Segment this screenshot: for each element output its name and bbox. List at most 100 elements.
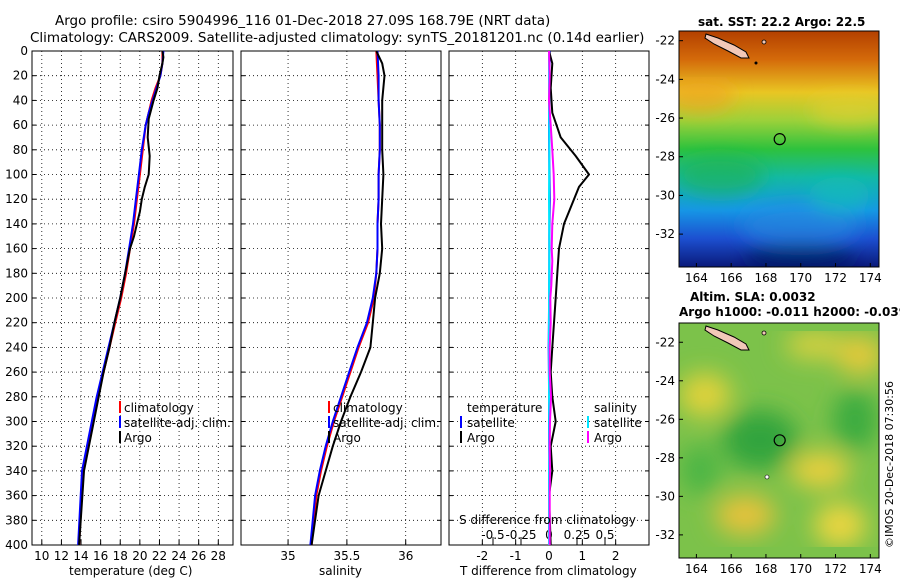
series-line-satellite-adj-clim- [309, 50, 381, 546]
island-dot [761, 330, 767, 336]
legend-label-t-satellite: satellite [467, 416, 515, 430]
sst-map-frame [678, 30, 880, 268]
map-y-tick-label: -22 [655, 34, 675, 48]
s-tick-label: -0.25 [505, 528, 536, 542]
imos-timestamp: ©IMOS 20-Dec-2018 07:30:56 [883, 381, 896, 548]
new-caledonia-land [704, 33, 750, 59]
x-tick-label: 12 [54, 549, 69, 563]
map-x-tick-label: 168 [755, 271, 778, 285]
x-tick-label: 14 [73, 549, 88, 563]
x-tick-label: 22 [152, 549, 167, 563]
map-y-tick-label: -26 [655, 111, 675, 125]
map-y-tick-label: -30 [655, 489, 675, 503]
depth-tick-label: 160 [5, 242, 28, 256]
depth-tick-label: 360 [5, 489, 28, 503]
map-x-tick-label: 174 [859, 271, 882, 285]
map-x-tick-label: 172 [824, 562, 847, 576]
x-tick-label: -1 [510, 549, 522, 563]
map-y-tick-label: -32 [655, 528, 675, 542]
s-difference-axis-label: S difference from climatology [459, 513, 636, 527]
depth-tick-label: 180 [5, 266, 28, 280]
series-line-s-argo [548, 50, 556, 545]
depth-tick-label: 400 [5, 538, 28, 552]
map-x-tick-label: 174 [859, 562, 882, 576]
map-x-tick-label: 164 [685, 562, 708, 576]
legend-label-s-argo: Argo [594, 431, 622, 445]
legend-label-climatology: climatology [333, 401, 403, 415]
x-tick-label: -2 [476, 549, 488, 563]
legend-label-climatology: climatology [124, 401, 194, 415]
map-x-tick-label: 170 [789, 562, 812, 576]
map-x-tick-label: 168 [755, 562, 778, 576]
legend-label-satellite-adj: satellite-adj. clim. [333, 416, 440, 430]
salinity-axis-label: salinity [319, 564, 362, 578]
island-dot [764, 474, 770, 480]
x-tick-label: 1 [579, 549, 587, 563]
map-y-tick-label: -22 [655, 335, 675, 349]
map-x-tick-label: 172 [824, 271, 847, 285]
legend-title-temperature: temperature [467, 401, 542, 415]
depth-tick-label: 40 [13, 93, 28, 107]
depth-tick-label: 280 [5, 390, 28, 404]
legend-label-argo: Argo [333, 431, 361, 445]
map-x-tick-label: 166 [720, 562, 743, 576]
series-line-argo [310, 50, 386, 546]
x-tick-label: 26 [191, 549, 206, 563]
t-difference-axis-label: T difference from climatology [459, 564, 637, 578]
map-y-tick-label: -26 [655, 412, 675, 426]
series-line-t-argo [548, 50, 590, 546]
map-y-tick-label: -30 [655, 188, 675, 202]
map-x-tick-label: 170 [789, 271, 812, 285]
map-y-tick-label: -24 [655, 72, 675, 86]
depth-tick-label: 100 [5, 168, 28, 182]
s-tick-label: 0.5 [595, 528, 614, 542]
x-tick-label: 28 [211, 549, 226, 563]
sst-map [679, 31, 879, 267]
sst-map-title: sat. SST: 22.2 Argo: 22.5 [698, 15, 865, 29]
legend-label-t-argo: Argo [467, 431, 495, 445]
legend-label-argo: Argo [124, 431, 152, 445]
x-tick-label: 10 [34, 549, 49, 563]
sla-map-subtitle: Argo h1000: -0.011 h2000: -0.039 [679, 305, 900, 319]
new-caledonia-land [704, 325, 750, 351]
depth-tick-label: 300 [5, 415, 28, 429]
s-tick-label: -0.5 [481, 528, 504, 542]
x-tick-label: 36 [398, 549, 413, 563]
figure-title-line1: Argo profile: csiro 5904996_116 01-Dec-2… [55, 13, 550, 29]
salinity-legend: climatology satellite-adj. clim. Argo [328, 401, 440, 445]
depth-tick-label: 0 [20, 44, 28, 58]
temperature-axis-label: temperature (deg C) [69, 564, 192, 578]
difference-legend: temperature satellite Argo salinity sate… [459, 401, 642, 527]
depth-tick-label: 380 [5, 513, 28, 527]
depth-tick-label: 120 [5, 192, 28, 206]
x-tick-label: 35 [280, 549, 295, 563]
island-dot [761, 39, 767, 45]
argo-float-marker [773, 434, 786, 447]
argo-float-marker [773, 133, 786, 146]
depth-tick-label: 140 [5, 217, 28, 231]
x-tick-label: 20 [132, 549, 147, 563]
s-tick-label: 0.25 [564, 528, 591, 542]
depth-tick-label: 220 [5, 316, 28, 330]
series-line-argo [78, 50, 165, 546]
depth-tick-label: 340 [5, 464, 28, 478]
map-x-tick-label: 166 [720, 271, 743, 285]
depth-tick-label: 320 [5, 439, 28, 453]
depth-tick-label: 80 [13, 143, 28, 157]
map-y-tick-label: -28 [655, 451, 675, 465]
map-y-tick-label: -28 [655, 150, 675, 164]
depth-tick-label: 60 [13, 118, 28, 132]
depth-tick-label: 260 [5, 365, 28, 379]
figure-title-line2: Climatology: CARS2009. Satellite-adjuste… [30, 30, 644, 46]
map-x-tick-label: 164 [685, 271, 708, 285]
map-y-tick-label: -32 [655, 227, 675, 241]
sla-map [679, 323, 879, 558]
sla-map-frame [678, 322, 880, 559]
map-y-tick-label: -24 [655, 374, 675, 388]
depth-tick-label: 200 [5, 291, 28, 305]
legend-title-salinity: salinity [594, 401, 637, 415]
x-tick-label: 18 [113, 549, 128, 563]
legend-label-s-satellite: satellite [594, 416, 642, 430]
depth-tick-label: 20 [13, 69, 28, 83]
